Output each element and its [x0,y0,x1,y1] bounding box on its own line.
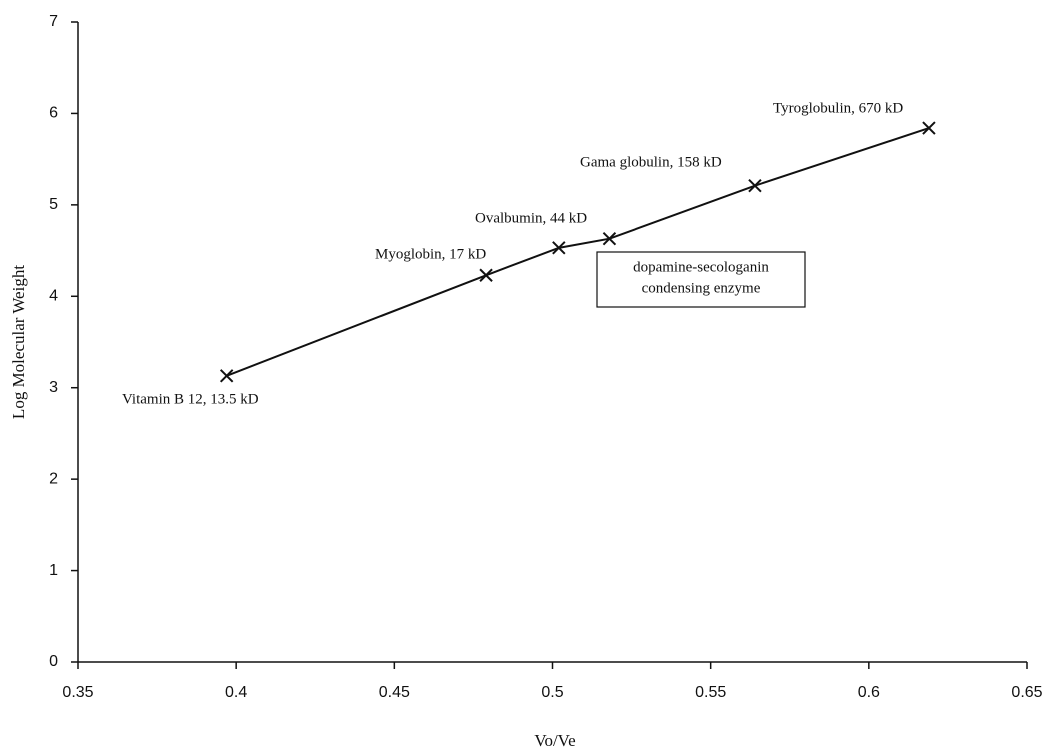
marker [602,231,617,246]
y-tick-label: 3 [49,379,58,396]
point-label: Vitamin B 12, 13.5 kD [122,391,259,407]
fit-line [226,127,930,377]
point-label: Gama globulin, 158 kD [580,154,722,170]
y-tick-label: 7 [49,13,58,30]
point-label: Ovalbumin, 44 kD [475,210,587,226]
x-tick-label: 0.35 [62,684,93,701]
y-tick-label: 0 [49,653,58,670]
point-label: Myoglobin, 17 kD [375,246,486,262]
label-box [596,251,806,308]
x-tick-label: 0.45 [379,684,410,701]
y-tick-label: 1 [49,562,58,579]
x-tick-label: 0.4 [225,684,247,701]
marker [479,268,493,282]
point-label: dopamine-secologanin [633,259,769,275]
marker [748,178,762,193]
marker [552,241,566,255]
y-tick-label: 4 [49,288,58,305]
point-label: Tyroglobulin, 670 kD [773,100,903,116]
y-axis-title: Log Molecular Weight [9,265,28,419]
x-tick-label: 0.65 [1011,684,1042,701]
y-tick-label: 5 [49,196,58,213]
x-tick-label: 0.5 [541,684,563,701]
marker [219,369,234,383]
x-tick-label: 0.55 [695,684,726,701]
x-tick-label: 0.6 [858,684,880,701]
y-tick-label: 6 [49,105,58,122]
marker [922,121,936,135]
x-axis-title: Vo/Ve [534,731,575,750]
y-tick-label: 2 [49,470,58,487]
point-label: condensing enzyme [642,280,761,296]
